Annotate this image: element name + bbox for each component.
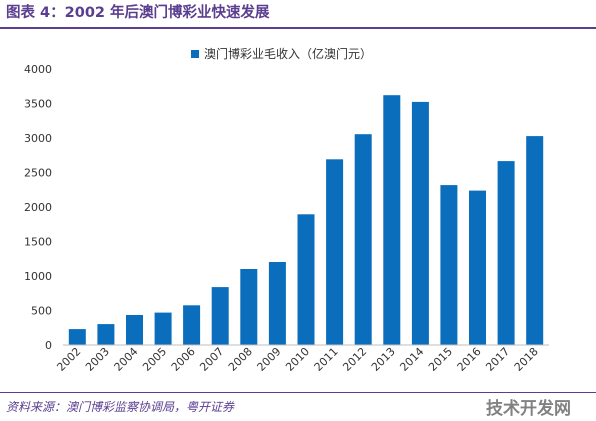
bar-2006 bbox=[183, 305, 201, 345]
x-axis: 2002 2003 2004 2005 2006 2007 2008 2009 2010 2011… bbox=[54, 345, 540, 374]
bar-2003 bbox=[97, 324, 115, 345]
x-tick-label: 2004 bbox=[112, 345, 141, 374]
legend-swatch bbox=[191, 50, 199, 58]
bar-2015 bbox=[440, 185, 458, 345]
bar-2002 bbox=[68, 329, 86, 345]
y-tick-label: 1500 bbox=[24, 236, 52, 249]
bar-2008 bbox=[240, 269, 258, 345]
bar-2004 bbox=[126, 315, 143, 345]
y-tick-label: 1000 bbox=[24, 270, 52, 283]
x-tick-label: 2016 bbox=[455, 345, 484, 374]
x-tick-label: 2015 bbox=[426, 345, 455, 374]
x-tick-label: 2010 bbox=[283, 345, 312, 374]
x-tick-label: 2012 bbox=[340, 345, 369, 374]
bar-2011 bbox=[326, 159, 344, 345]
x-tick-label: 2008 bbox=[226, 345, 255, 374]
source-note: 资料来源：澳门博彩监察协调局，粤开证券 bbox=[6, 400, 235, 414]
bar-2012 bbox=[354, 134, 372, 345]
bar-2009 bbox=[268, 262, 286, 345]
bar-2016 bbox=[469, 190, 486, 345]
figure-title: 图表 4：2002 年后澳门博彩业快速发展 bbox=[6, 5, 270, 21]
bar-2013 bbox=[383, 95, 401, 345]
bar-2010 bbox=[297, 214, 315, 345]
x-tick-label: 2009 bbox=[255, 345, 284, 374]
bars bbox=[68, 95, 544, 346]
x-tick-label: 2007 bbox=[197, 345, 226, 374]
y-tick-label: 500 bbox=[31, 305, 52, 318]
x-tick-label: 2003 bbox=[83, 345, 112, 374]
source-divider bbox=[0, 392, 596, 393]
bar-2005 bbox=[154, 312, 172, 345]
y-tick-label: 2000 bbox=[24, 201, 52, 214]
x-tick-label: 2002 bbox=[54, 345, 83, 374]
y-tick-label: 3000 bbox=[24, 132, 52, 145]
legend-label: 澳门博彩业毛收入（亿澳门元） bbox=[204, 46, 372, 61]
x-tick-label: 2011 bbox=[312, 345, 341, 374]
bar-2014 bbox=[411, 101, 429, 346]
bar-2018 bbox=[526, 136, 544, 345]
y-tick-label: 0 bbox=[45, 339, 52, 352]
bar-2007 bbox=[211, 287, 229, 345]
y-tick-label: 3500 bbox=[24, 98, 52, 111]
watermark-logo: 技术开发网 bbox=[486, 399, 571, 419]
x-tick-label: 2013 bbox=[369, 345, 398, 374]
y-tick-label: 4000 bbox=[24, 63, 52, 76]
x-tick-label: 2006 bbox=[169, 345, 198, 374]
x-tick-label: 2017 bbox=[483, 345, 512, 374]
x-tick-label: 2018 bbox=[512, 345, 541, 374]
y-tick-label: 2500 bbox=[24, 167, 52, 180]
title-divider bbox=[0, 27, 596, 29]
x-tick-label: 2014 bbox=[397, 345, 426, 374]
bar-2017 bbox=[497, 161, 515, 345]
chart-legend: 澳门博彩业毛收入（亿澳门元） bbox=[191, 46, 372, 61]
x-tick-label: 2005 bbox=[140, 345, 169, 374]
y-axis: 0 500 1000 1500 2000 2500 3000 3500 4000 bbox=[24, 63, 52, 352]
